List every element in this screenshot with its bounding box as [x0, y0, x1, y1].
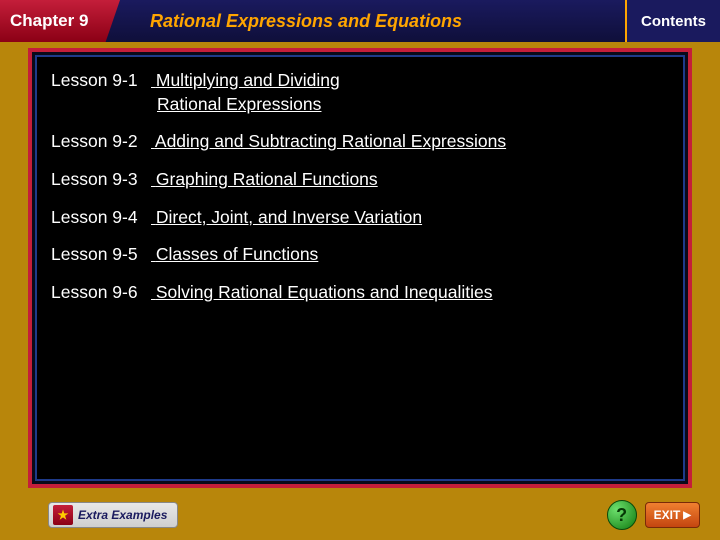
exit-label: EXIT — [654, 508, 681, 522]
lesson-label: Lesson 9-6 — [51, 281, 151, 305]
footer-bar: ★ Extra Examples ? EXIT ▶ — [0, 494, 720, 540]
star-icon: ★ — [53, 505, 73, 525]
help-button[interactable]: ? — [607, 500, 637, 530]
chapter-title: Rational Expressions and Equations — [150, 11, 462, 32]
content-inner-frame: Lesson 9-1 Multiplying and Dividing Rati… — [35, 55, 685, 481]
lesson-link-9-2[interactable]: Lesson 9-2 Adding and Subtracting Ration… — [51, 130, 669, 154]
lesson-title: Multiplying and Dividing — [156, 70, 340, 90]
lesson-label: Lesson 9-3 — [51, 168, 151, 192]
lesson-link-9-6[interactable]: Lesson 9-6 Solving Rational Equations an… — [51, 281, 669, 305]
lesson-title: Classes of Functions — [156, 244, 318, 264]
contents-label: Contents — [641, 13, 706, 30]
exit-button[interactable]: EXIT ▶ — [645, 502, 700, 528]
contents-button[interactable]: Contents — [625, 0, 720, 42]
lesson-link-9-5[interactable]: Lesson 9-5 Classes of Functions — [51, 243, 669, 267]
chapter-tab: Chapter 9 — [0, 0, 120, 42]
lesson-label: Lesson 9-5 — [51, 243, 151, 267]
lesson-title: Graphing Rational Functions — [156, 169, 378, 189]
lesson-link-9-4[interactable]: Lesson 9-4 Direct, Joint, and Inverse Va… — [51, 206, 669, 230]
lesson-label: Lesson 9-4 — [51, 206, 151, 230]
lesson-title: Adding and Subtracting Rational Expressi… — [155, 131, 506, 151]
extra-examples-label: Extra Examples — [78, 508, 167, 522]
arrow-right-icon: ▶ — [683, 510, 691, 521]
header-bar: Chapter 9 Rational Expressions and Equat… — [0, 0, 720, 42]
lesson-label: Lesson 9-1 — [51, 69, 151, 93]
extra-examples-button[interactable]: ★ Extra Examples — [48, 502, 178, 528]
question-icon: ? — [616, 505, 627, 526]
lesson-title-cont: Rational Expressions — [157, 93, 669, 117]
lesson-label: Lesson 9-2 — [51, 130, 151, 154]
footer-right-group: ? EXIT ▶ — [607, 500, 700, 530]
lesson-link-9-3[interactable]: Lesson 9-3 Graphing Rational Functions — [51, 168, 669, 192]
content-outer-frame: Lesson 9-1 Multiplying and Dividing Rati… — [28, 48, 692, 488]
lesson-title: Direct, Joint, and Inverse Variation — [156, 207, 422, 227]
chapter-label: Chapter 9 — [10, 11, 88, 31]
lesson-title: Solving Rational Equations and Inequalit… — [156, 282, 493, 302]
lesson-link-9-1[interactable]: Lesson 9-1 Multiplying and Dividing Rati… — [51, 69, 669, 116]
